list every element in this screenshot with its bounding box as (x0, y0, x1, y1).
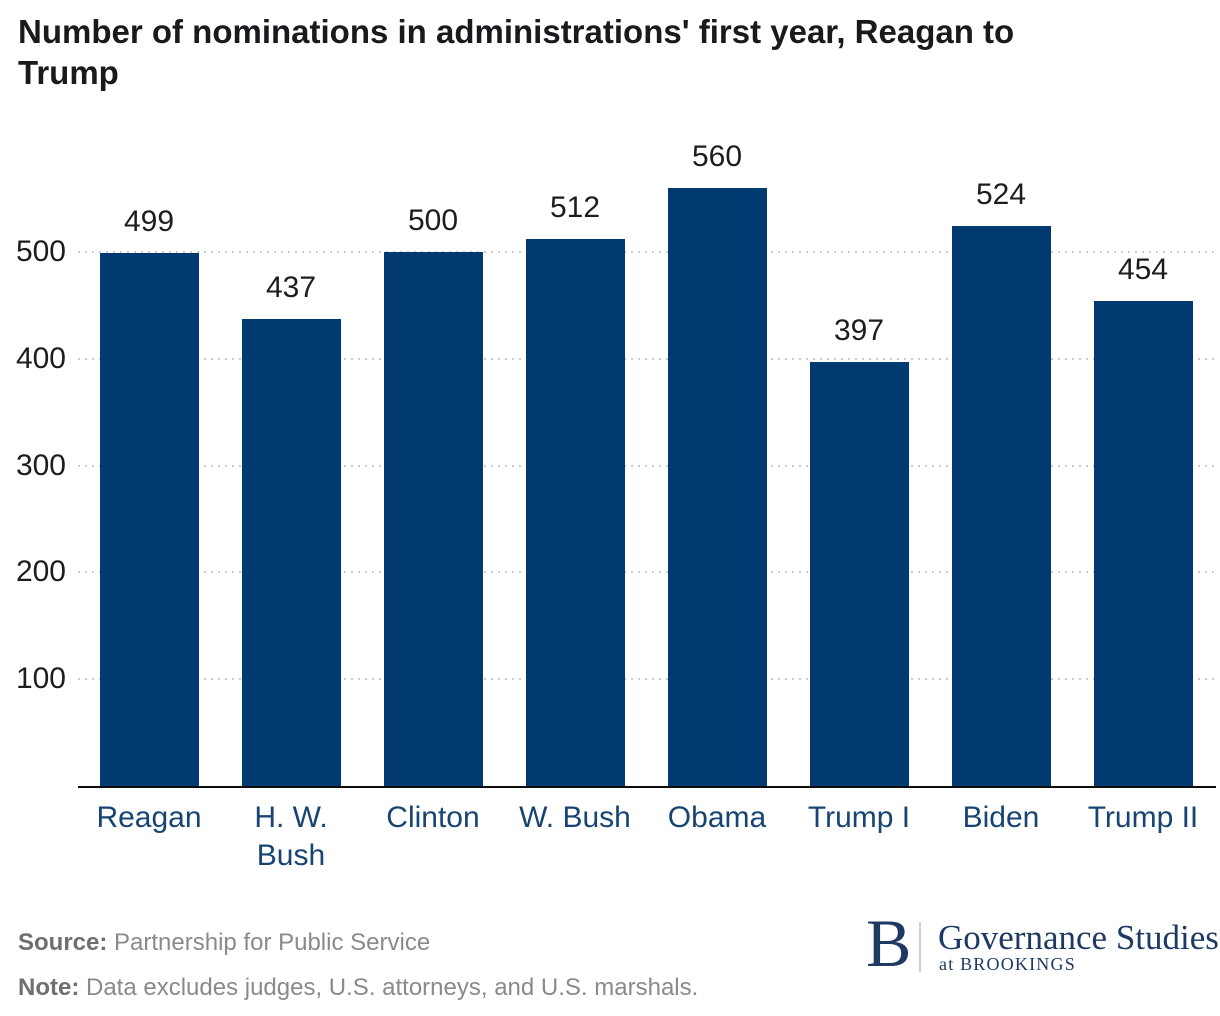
y-tick-label: 500 (15, 235, 66, 268)
y-gridline (78, 678, 1216, 681)
y-gridline (78, 251, 1216, 253)
x-tick-label: Clinton (386, 801, 480, 834)
y-tick-label: 100 (15, 662, 66, 696)
bar-value-label: 512 (549, 191, 601, 225)
bar-value-label: 499 (123, 205, 175, 239)
source-label: Source: (18, 929, 108, 956)
y-gridline (78, 571, 1216, 574)
x-tick-label: H. W. Bush (254, 801, 328, 872)
logo-divider (919, 922, 921, 972)
bar (809, 362, 909, 786)
bar (525, 239, 625, 786)
bar-value-label: 560 (691, 139, 743, 173)
bar-value-label: 500 (407, 204, 459, 237)
y-tick-label: 400 (15, 341, 66, 375)
bar-value-label: 437 (265, 271, 317, 305)
y-gridline (78, 357, 1216, 360)
y-tick-label: 200 (15, 555, 66, 589)
page-title: Number of nominations in administrations… (18, 13, 1015, 91)
source-text: Partnership for Public Service (107, 929, 431, 956)
y-tick-label: 300 (15, 448, 66, 482)
x-tick-label: Reagan (96, 801, 202, 834)
x-axis-line (78, 786, 1216, 788)
brookings-monogram: B (866, 905, 912, 981)
bar (99, 253, 199, 786)
note-line: Note: Data excludes judges, U.S. attorne… (18, 974, 698, 1002)
x-tick-label: Trump I (807, 801, 911, 834)
x-tick-label: Biden (962, 801, 1040, 834)
bar-value-label: 397 (833, 314, 885, 347)
note-text: Data excludes judges, U.S. attorneys, an… (79, 974, 699, 1001)
at-brookings-sub: at BROOKINGS (939, 954, 1076, 974)
bar (241, 319, 341, 786)
bar-value-label: 524 (975, 178, 1027, 212)
bar (383, 252, 483, 786)
source-line: Source: Partnership for Public Service (18, 929, 430, 957)
x-tick-label: W. Bush (519, 801, 631, 834)
y-gridline (78, 464, 1216, 467)
bar (951, 226, 1051, 786)
x-tick-label: Trump II (1087, 801, 1199, 834)
governance-studies-name: Governance Studies (938, 918, 1219, 957)
bar-value-label: 454 (1117, 253, 1169, 287)
x-tick-label: Obama (667, 801, 767, 834)
bar (667, 187, 767, 786)
note-label: Note: (18, 974, 80, 1001)
bar (1093, 301, 1193, 786)
